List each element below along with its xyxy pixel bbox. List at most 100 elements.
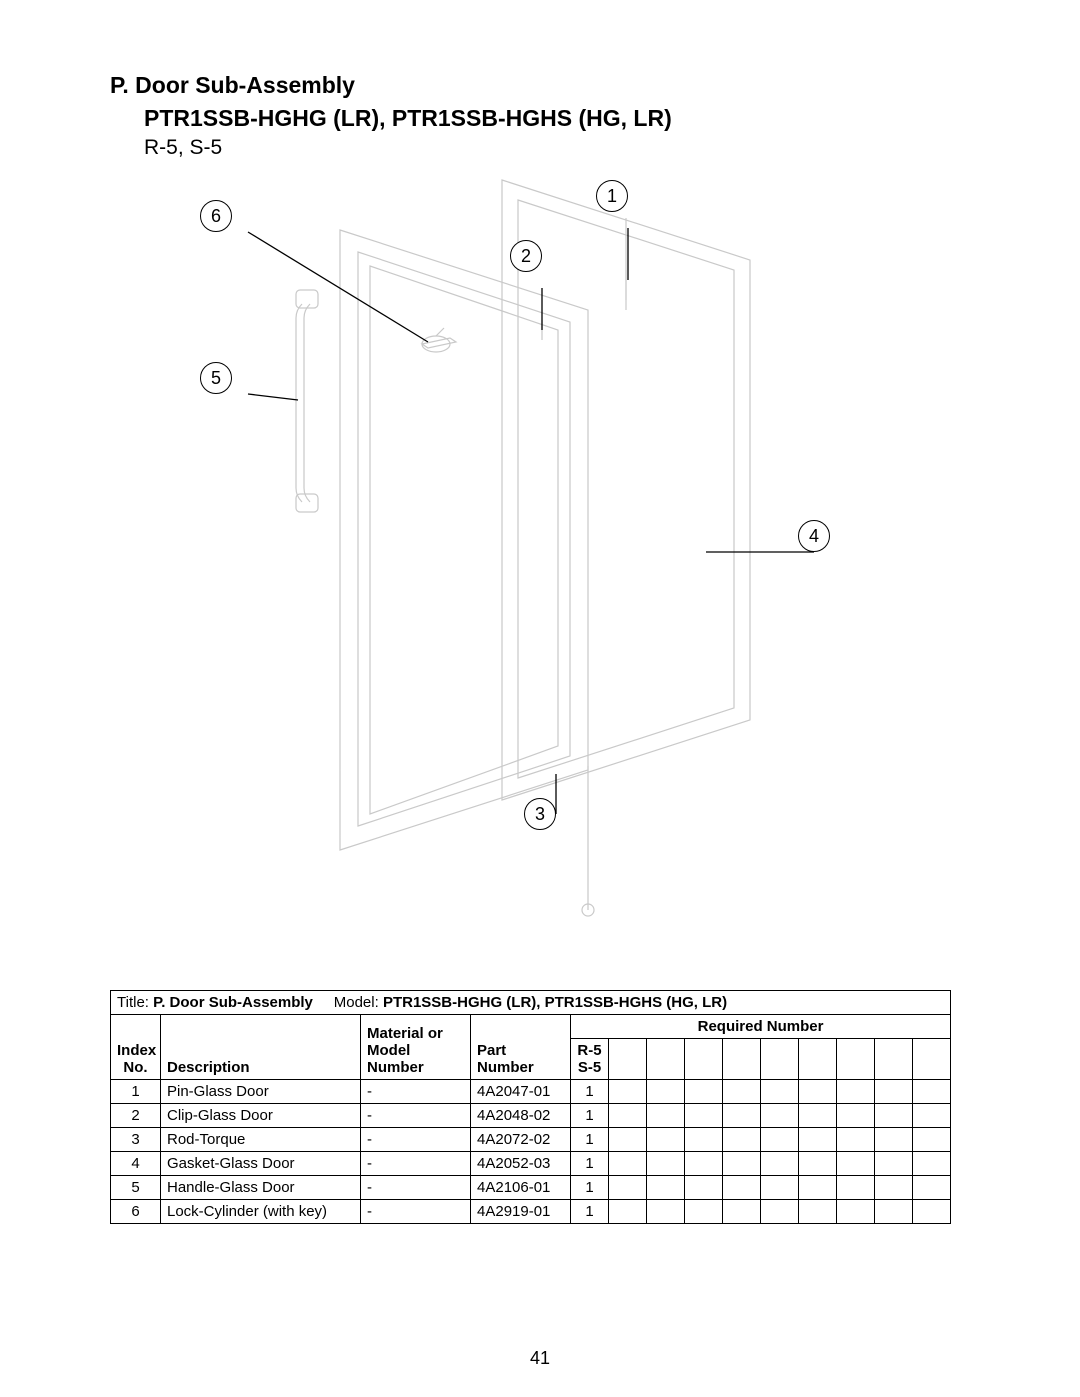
leader-line <box>248 232 428 342</box>
section-title: P. Door Sub-Assembly <box>110 70 990 101</box>
col-index-1: Index <box>117 1042 156 1059</box>
cell-index: 2 <box>111 1104 161 1128</box>
empty-col <box>609 1039 647 1080</box>
cell-part: 4A2048-02 <box>471 1104 571 1128</box>
cell-empty <box>647 1152 685 1176</box>
cell-empty <box>799 1152 837 1176</box>
cell-empty <box>761 1080 799 1104</box>
lock-cylinder-icon <box>422 328 456 352</box>
callout-circle: 3 <box>524 798 556 830</box>
cell-empty <box>647 1176 685 1200</box>
model-label: Model: <box>334 994 379 1011</box>
model-line: PTR1SSB-HGHG (LR), PTR1SSB-HGHS (HG, LR) <box>144 103 990 134</box>
cell-req: 1 <box>571 1176 609 1200</box>
variant-s5: S-5 <box>578 1059 601 1076</box>
cell-empty <box>913 1128 951 1152</box>
cell-index: 1 <box>111 1080 161 1104</box>
callout-circle: 6 <box>200 200 232 232</box>
cell-empty <box>609 1104 647 1128</box>
required-number-header: Required Number <box>571 1015 951 1039</box>
cell-empty <box>837 1128 875 1152</box>
cell-empty <box>647 1080 685 1104</box>
cell-empty <box>913 1152 951 1176</box>
exploded-diagram: 123456 <box>110 170 990 970</box>
title-label: Title: <box>117 994 149 1011</box>
cell-empty <box>723 1104 761 1128</box>
page-number: 41 <box>0 1348 1080 1369</box>
col-mat-2: Model Number <box>367 1042 424 1076</box>
cell-desc: Gasket-Glass Door <box>161 1152 361 1176</box>
cell-empty <box>685 1152 723 1176</box>
parts-table: Title: P. Door Sub-Assembly Model: PTR1S… <box>110 990 951 1224</box>
cell-mat: - <box>361 1104 471 1128</box>
cell-empty <box>913 1200 951 1224</box>
table-header-row-1: Index No. Description Material or Model … <box>111 1015 951 1039</box>
cell-req: 1 <box>571 1080 609 1104</box>
empty-col <box>837 1039 875 1080</box>
cell-empty <box>875 1200 913 1224</box>
cell-empty <box>837 1176 875 1200</box>
model-value: PTR1SSB-HGHG (LR), PTR1SSB-HGHS (HG, LR) <box>383 994 727 1011</box>
cell-mat: - <box>361 1200 471 1224</box>
cell-empty <box>723 1152 761 1176</box>
cell-empty <box>723 1176 761 1200</box>
col-mat-header: Material or Model Number <box>361 1015 471 1080</box>
table-row: 5Handle-Glass Door-4A2106-011 <box>111 1176 951 1200</box>
leader-line <box>248 394 298 400</box>
empty-col <box>913 1039 951 1080</box>
cell-empty <box>723 1128 761 1152</box>
cell-empty <box>837 1152 875 1176</box>
cell-empty <box>647 1104 685 1128</box>
variant-r5: R-5 <box>577 1042 601 1059</box>
callout-circle: 1 <box>596 180 628 212</box>
cell-empty <box>685 1128 723 1152</box>
cell-desc: Handle-Glass Door <box>161 1176 361 1200</box>
parts-tbody: 1Pin-Glass Door-4A2047-0112Clip-Glass Do… <box>111 1080 951 1224</box>
table-row: 1Pin-Glass Door-4A2047-011 <box>111 1080 951 1104</box>
table-title-cell: Title: P. Door Sub-Assembly Model: PTR1S… <box>111 991 951 1015</box>
cell-empty <box>685 1200 723 1224</box>
cell-req: 1 <box>571 1152 609 1176</box>
cell-desc: Clip-Glass Door <box>161 1104 361 1128</box>
cell-empty <box>723 1080 761 1104</box>
cell-empty <box>647 1200 685 1224</box>
cell-part: 4A2052-03 <box>471 1152 571 1176</box>
cell-mat: - <box>361 1128 471 1152</box>
title-value: P. Door Sub-Assembly <box>153 994 313 1011</box>
cell-empty <box>609 1176 647 1200</box>
cell-empty <box>609 1128 647 1152</box>
cell-index: 6 <box>111 1200 161 1224</box>
cell-empty <box>799 1128 837 1152</box>
table-title-row: Title: P. Door Sub-Assembly Model: PTR1S… <box>111 991 951 1015</box>
handle-icon <box>296 290 318 512</box>
heading-block: P. Door Sub-Assembly PTR1SSB-HGHG (LR), … <box>110 70 990 160</box>
table-row: 4Gasket-Glass Door-4A2052-031 <box>111 1152 951 1176</box>
col-mat-1: Material or <box>367 1025 443 1042</box>
page: P. Door Sub-Assembly PTR1SSB-HGHG (LR), … <box>0 0 1080 1397</box>
cell-mat: - <box>361 1080 471 1104</box>
cell-empty <box>609 1152 647 1176</box>
cell-empty <box>609 1080 647 1104</box>
cell-empty <box>647 1128 685 1152</box>
cell-empty <box>761 1104 799 1128</box>
variant-line: R-5, S-5 <box>144 136 990 160</box>
cell-empty <box>875 1176 913 1200</box>
cell-empty <box>913 1080 951 1104</box>
cell-empty <box>685 1104 723 1128</box>
cell-empty <box>913 1104 951 1128</box>
cell-empty <box>913 1176 951 1200</box>
empty-col <box>685 1039 723 1080</box>
cell-empty <box>837 1080 875 1104</box>
variant-col-header: R-5 S-5 <box>571 1039 609 1080</box>
cell-empty <box>723 1200 761 1224</box>
empty-col <box>875 1039 913 1080</box>
cell-req: 1 <box>571 1128 609 1152</box>
cell-empty <box>799 1080 837 1104</box>
callout-circle: 4 <box>798 520 830 552</box>
cell-req: 1 <box>571 1104 609 1128</box>
cell-empty <box>837 1200 875 1224</box>
cell-empty <box>799 1200 837 1224</box>
cell-empty <box>875 1104 913 1128</box>
col-index-2: No. <box>123 1059 147 1076</box>
cell-desc: Pin-Glass Door <box>161 1080 361 1104</box>
